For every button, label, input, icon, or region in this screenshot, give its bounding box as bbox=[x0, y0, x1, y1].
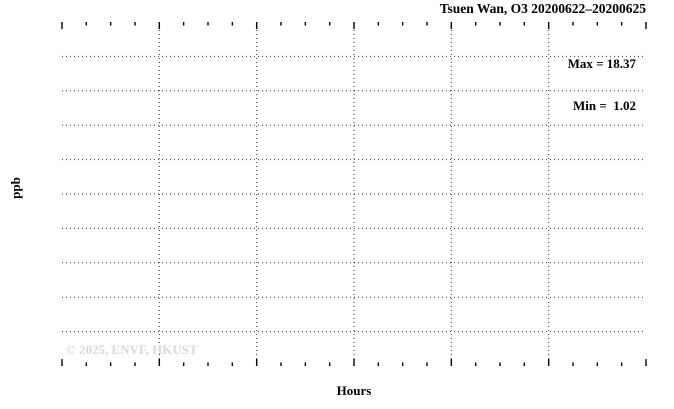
chart-title: Tsuen Wan, O3 20200622–20200625 bbox=[439, 1, 646, 16]
stat-min: Min = 1.02 bbox=[572, 98, 636, 113]
y-axis-label: ppb bbox=[8, 177, 23, 199]
watermark: © 2025, ENVF, HKUST bbox=[66, 342, 198, 357]
stats-box: Max = 18.37 Min = 1.02 bbox=[568, 29, 636, 141]
stat-max: Max = 18.37 bbox=[567, 56, 636, 71]
x-axis-label: Hours bbox=[336, 383, 372, 398]
